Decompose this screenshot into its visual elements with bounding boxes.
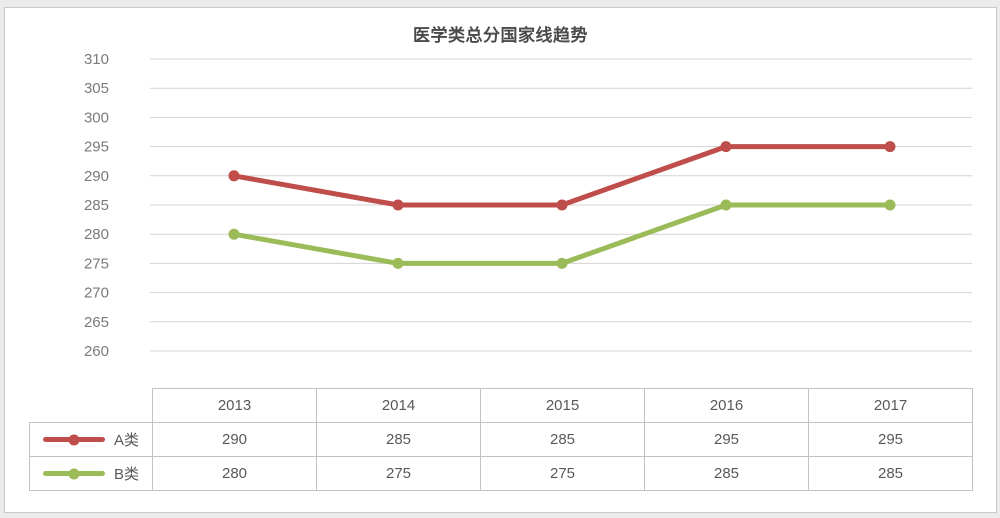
- y-axis-tick-label: 260: [84, 343, 109, 360]
- y-axis-tick-label: 285: [84, 197, 109, 214]
- y-axis-tick-label: 275: [84, 255, 109, 272]
- data-point-marker: [228, 228, 240, 240]
- y-axis-tick-label: 280: [84, 226, 109, 243]
- table-cell: 295: [808, 422, 973, 457]
- y-axis-tick-label: 290: [84, 168, 109, 185]
- year-header: 2017: [808, 388, 973, 423]
- series-a-label: A类: [113, 432, 139, 449]
- table-cell: 285: [316, 422, 481, 457]
- table-cell: 290: [152, 422, 317, 457]
- legend-column-header: [30, 389, 153, 423]
- y-axis-tick-label: 265: [84, 314, 109, 331]
- table-header-row: 2013 2014 2015 2016 2017: [30, 388, 973, 423]
- y-axis-tick-label: 310: [84, 51, 109, 68]
- series-b-dot-icon: [68, 468, 80, 479]
- table-cell: 285: [644, 456, 809, 491]
- year-header: 2015: [480, 388, 645, 423]
- table-cell: 285: [480, 422, 645, 457]
- year-header: 2013: [152, 388, 317, 423]
- data-point-marker: [720, 199, 732, 211]
- y-axis-tick-label: 270: [84, 285, 109, 302]
- year-header: 2014: [316, 388, 481, 423]
- series-b-line-marker-icon: [42, 468, 105, 479]
- y-axis-tick-label: 295: [84, 139, 109, 156]
- series-a-dot-icon: [68, 434, 80, 445]
- data-table: 2013 2014 2015 2016 2017 A类: [29, 388, 973, 491]
- line-chart-plot: 310 305 300 295 290 285 280 275 270 265 260: [84, 51, 972, 360]
- table-row-series-b: B类 280 275 275 285 285: [29, 456, 973, 491]
- table-cell: 275: [316, 456, 481, 491]
- data-point-marker: [228, 170, 240, 182]
- data-point-marker: [556, 199, 568, 211]
- data-point-marker: [392, 257, 404, 269]
- table-row-series-a: A类 290 285 285 295 295: [29, 422, 973, 457]
- y-axis-tick-label: 305: [84, 80, 109, 97]
- series-b-label: B类: [113, 466, 139, 483]
- data-point-marker: [884, 199, 896, 211]
- chart-panel: 310 305 300 295 290 285 280 275 270 265 260 医学类总分国…: [4, 7, 997, 513]
- table-cell: 295: [644, 422, 809, 457]
- data-point-marker: [720, 141, 732, 153]
- chart-title: 医学类总分国家线趋势: [413, 26, 588, 45]
- legend-cell-series-b: B类: [29, 456, 153, 491]
- y-axis-tick-label: 300: [84, 109, 109, 126]
- legend-cell-series-a: A类: [29, 422, 153, 457]
- data-point-marker: [556, 257, 568, 269]
- year-header: 2016: [644, 388, 809, 423]
- table-cell: 280: [152, 456, 317, 491]
- data-point-marker: [884, 141, 896, 153]
- data-point-marker: [392, 199, 404, 211]
- series-a-line-marker-icon: [42, 434, 105, 445]
- table-cell: 275: [480, 456, 645, 491]
- table-cell: 285: [808, 456, 973, 491]
